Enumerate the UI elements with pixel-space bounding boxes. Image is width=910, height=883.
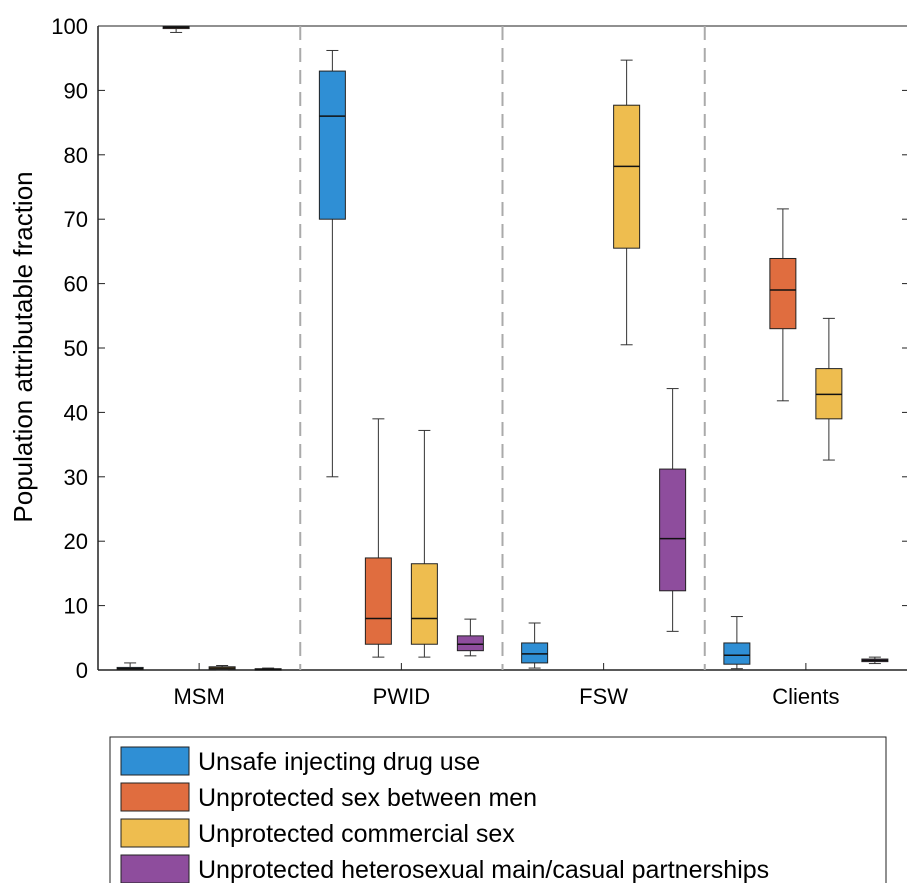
box-clients-0: [723, 616, 751, 670]
box-iqr: [613, 104, 641, 249]
legend-swatch: [120, 854, 190, 883]
box-iqr: [723, 642, 751, 665]
y-tick-label: 80: [64, 143, 88, 168]
y-tick-label: 70: [64, 207, 88, 232]
box-iqr: [659, 468, 687, 592]
box-msm-3: [254, 667, 282, 671]
box-msm-2: [208, 664, 236, 671]
axes: 0 10 20 30 40 50 60 70 80 90 100 MSM PWID FSW Clients: [51, 14, 907, 709]
group-separators: [299, 26, 706, 670]
legend-label: Unprotected commercial sex: [198, 820, 515, 848]
y-tick-label: 0: [76, 658, 88, 683]
legend-swatch: [120, 782, 190, 812]
box-fsw-0: [521, 622, 549, 669]
legend-frame: [109, 736, 887, 883]
box-iqr: [521, 642, 549, 664]
box-pwid-2: [410, 429, 438, 658]
x-tick-label: MSM: [173, 684, 224, 709]
y-tick-label: 100: [51, 14, 88, 39]
box-clients-1: [769, 208, 797, 402]
y-tick-label: 20: [64, 529, 88, 554]
legend-label: Unsafe injecting drug use: [198, 748, 480, 776]
y-tick-label: 90: [64, 78, 88, 103]
legend: Unsafe injecting drug use Unprotected sex…: [109, 736, 887, 883]
box-iqr: [364, 557, 392, 645]
y-axis-title: Population attributable fraction: [8, 171, 38, 522]
legend-swatch: [120, 818, 190, 848]
box-iqr: [410, 563, 438, 645]
box-iqr: [318, 70, 346, 220]
legend-label: Unprotected sex between men: [198, 784, 537, 812]
x-tick-label: Clients: [772, 684, 839, 709]
box-iqr: [769, 257, 797, 330]
y-tick-label: 50: [64, 336, 88, 361]
y-tick-label: 40: [64, 400, 88, 425]
box-fsw-3: [659, 388, 687, 632]
x-tick-label: PWID: [373, 684, 430, 709]
box-msm-0: [116, 662, 144, 671]
x-tick-label: FSW: [579, 684, 628, 709]
box-pwid-0: [318, 49, 346, 478]
legend-swatch: [120, 746, 190, 776]
y-tick-label: 60: [64, 272, 88, 297]
y-tick-label: 10: [64, 594, 88, 619]
legend-label: Unprotected heterosexual main/casual par…: [198, 856, 769, 883]
box-pwid-3: [456, 618, 484, 657]
box-pwid-1: [364, 418, 392, 658]
box-iqr: [456, 635, 484, 652]
box-clients-3: [861, 656, 889, 665]
box-clients-2: [815, 317, 843, 461]
y-tick-label: 30: [64, 465, 88, 490]
boxes: [116, 25, 889, 671]
box-msm-1: [162, 25, 190, 33]
box-fsw-2: [613, 59, 641, 346]
